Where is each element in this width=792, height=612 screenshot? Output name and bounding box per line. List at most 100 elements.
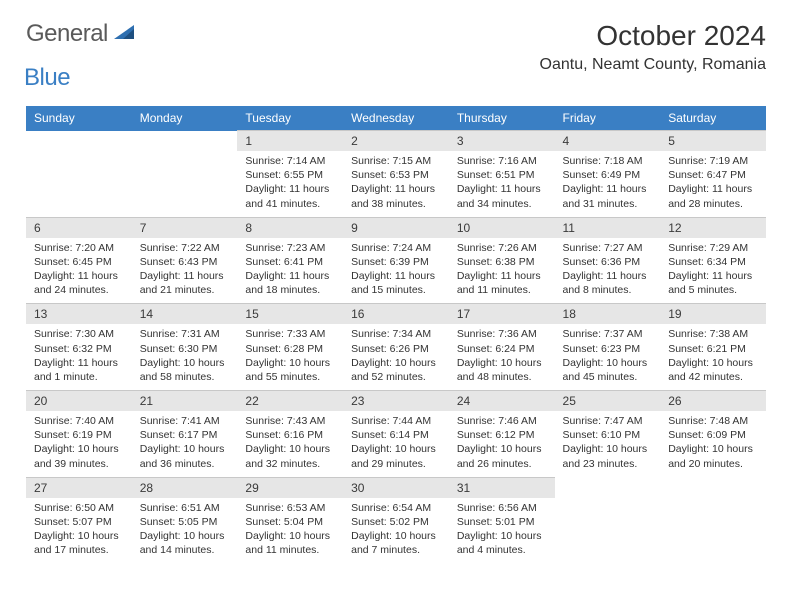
sunrise-text: Sunrise: 7:33 AM — [245, 327, 335, 341]
sunset-text: Sunset: 6:23 PM — [563, 342, 653, 356]
sunrise-text: Sunrise: 6:51 AM — [140, 501, 230, 515]
sunrise-text: Sunrise: 7:46 AM — [457, 414, 547, 428]
sunset-text: Sunset: 6:28 PM — [245, 342, 335, 356]
sunrise-text: Sunrise: 7:18 AM — [563, 154, 653, 168]
daylight-text: Daylight: 10 hours and 55 minutes. — [245, 356, 335, 384]
daylight-text: Daylight: 10 hours and 4 minutes. — [457, 529, 547, 557]
day-detail-cell: Sunrise: 7:33 AMSunset: 6:28 PMDaylight:… — [237, 324, 343, 390]
day-number-cell: 28 — [132, 477, 238, 498]
day-detail-cell: Sunrise: 7:46 AMSunset: 6:12 PMDaylight:… — [449, 411, 555, 477]
sunrise-text: Sunrise: 7:16 AM — [457, 154, 547, 168]
day-number-cell: 25 — [555, 391, 661, 412]
sunrise-text: Sunrise: 7:23 AM — [245, 241, 335, 255]
sunrise-text: Sunrise: 7:19 AM — [668, 154, 758, 168]
day-number-cell: 30 — [343, 477, 449, 498]
daylight-text: Daylight: 11 hours and 31 minutes. — [563, 182, 653, 210]
calendar-page: General Blue October 2024 Oantu, Neamt C… — [0, 0, 792, 583]
sunset-text: Sunset: 5:05 PM — [140, 515, 230, 529]
day-number-cell: 18 — [555, 304, 661, 325]
day-detail-cell: Sunrise: 6:50 AMSunset: 5:07 PMDaylight:… — [26, 498, 132, 564]
sunrise-text: Sunrise: 7:43 AM — [245, 414, 335, 428]
day-number-cell: 20 — [26, 391, 132, 412]
sunrise-text: Sunrise: 7:26 AM — [457, 241, 547, 255]
day-number-cell: 17 — [449, 304, 555, 325]
sunrise-text: Sunrise: 7:31 AM — [140, 327, 230, 341]
day-number-cell: 3 — [449, 131, 555, 152]
title-block: October 2024 Oantu, Neamt County, Romani… — [540, 20, 766, 74]
sunset-text: Sunset: 6:26 PM — [351, 342, 441, 356]
sunrise-text: Sunrise: 7:48 AM — [668, 414, 758, 428]
sunset-text: Sunset: 6:12 PM — [457, 428, 547, 442]
daylight-text: Daylight: 10 hours and 52 minutes. — [351, 356, 441, 384]
day-number-cell: 5 — [660, 131, 766, 152]
logo-text-general: General — [26, 20, 108, 47]
day-number-cell: 29 — [237, 477, 343, 498]
day-detail-cell: Sunrise: 6:54 AMSunset: 5:02 PMDaylight:… — [343, 498, 449, 564]
daylight-text: Daylight: 11 hours and 1 minute. — [34, 356, 124, 384]
daylight-text: Daylight: 11 hours and 24 minutes. — [34, 269, 124, 297]
daylight-text: Daylight: 10 hours and 23 minutes. — [563, 442, 653, 470]
logo-text-blue: Blue — [24, 64, 136, 92]
calendar-table: SundayMondayTuesdayWednesdayThursdayFrid… — [26, 106, 766, 563]
day-detail-cell: Sunrise: 7:29 AMSunset: 6:34 PMDaylight:… — [660, 238, 766, 304]
day-detail-cell: Sunrise: 6:53 AMSunset: 5:04 PMDaylight:… — [237, 498, 343, 564]
sunrise-text: Sunrise: 6:53 AM — [245, 501, 335, 515]
day-number-cell — [555, 477, 661, 498]
day-detail-cell: Sunrise: 7:24 AMSunset: 6:39 PMDaylight:… — [343, 238, 449, 304]
weekday-header-row: SundayMondayTuesdayWednesdayThursdayFrid… — [26, 106, 766, 131]
day-detail-cell: Sunrise: 7:44 AMSunset: 6:14 PMDaylight:… — [343, 411, 449, 477]
sunrise-text: Sunrise: 7:44 AM — [351, 414, 441, 428]
day-number-cell: 21 — [132, 391, 238, 412]
sunrise-text: Sunrise: 7:14 AM — [245, 154, 335, 168]
daylight-text: Daylight: 10 hours and 20 minutes. — [668, 442, 758, 470]
day-number-cell: 10 — [449, 217, 555, 238]
daylight-text: Daylight: 11 hours and 15 minutes. — [351, 269, 441, 297]
day-number-cell: 6 — [26, 217, 132, 238]
daylight-text: Daylight: 10 hours and 58 minutes. — [140, 356, 230, 384]
day-detail-cell: Sunrise: 7:22 AMSunset: 6:43 PMDaylight:… — [132, 238, 238, 304]
day-detail-row: Sunrise: 7:40 AMSunset: 6:19 PMDaylight:… — [26, 411, 766, 477]
sunset-text: Sunset: 6:16 PM — [245, 428, 335, 442]
daylight-text: Daylight: 10 hours and 45 minutes. — [563, 356, 653, 384]
daylight-text: Daylight: 10 hours and 48 minutes. — [457, 356, 547, 384]
logo-triangle-icon — [114, 23, 136, 41]
day-detail-row: Sunrise: 6:50 AMSunset: 5:07 PMDaylight:… — [26, 498, 766, 564]
weekday-header: Monday — [132, 106, 238, 131]
day-detail-cell: Sunrise: 7:36 AMSunset: 6:24 PMDaylight:… — [449, 324, 555, 390]
daylight-text: Daylight: 11 hours and 8 minutes. — [563, 269, 653, 297]
sunset-text: Sunset: 6:43 PM — [140, 255, 230, 269]
daylight-text: Daylight: 10 hours and 42 minutes. — [668, 356, 758, 384]
logo-text-block: General Blue — [26, 20, 136, 92]
sunrise-text: Sunrise: 7:30 AM — [34, 327, 124, 341]
day-number-cell: 22 — [237, 391, 343, 412]
sunset-text: Sunset: 6:38 PM — [457, 255, 547, 269]
sunrise-text: Sunrise: 7:29 AM — [668, 241, 758, 255]
day-detail-cell: Sunrise: 6:56 AMSunset: 5:01 PMDaylight:… — [449, 498, 555, 564]
sunset-text: Sunset: 6:36 PM — [563, 255, 653, 269]
sunrise-text: Sunrise: 6:54 AM — [351, 501, 441, 515]
day-number-cell: 11 — [555, 217, 661, 238]
daylight-text: Daylight: 11 hours and 41 minutes. — [245, 182, 335, 210]
daylight-text: Daylight: 11 hours and 18 minutes. — [245, 269, 335, 297]
calendar-body: 12345Sunrise: 7:14 AMSunset: 6:55 PMDayl… — [26, 131, 766, 564]
sunset-text: Sunset: 6:21 PM — [668, 342, 758, 356]
daylight-text: Daylight: 11 hours and 38 minutes. — [351, 182, 441, 210]
sunrise-text: Sunrise: 7:47 AM — [563, 414, 653, 428]
day-detail-cell: Sunrise: 7:31 AMSunset: 6:30 PMDaylight:… — [132, 324, 238, 390]
day-number-cell: 16 — [343, 304, 449, 325]
day-number-row: 2728293031 — [26, 477, 766, 498]
day-number-cell — [132, 131, 238, 152]
day-number-cell — [660, 477, 766, 498]
daylight-text: Daylight: 10 hours and 17 minutes. — [34, 529, 124, 557]
daylight-text: Daylight: 11 hours and 28 minutes. — [668, 182, 758, 210]
day-number-cell: 23 — [343, 391, 449, 412]
sunset-text: Sunset: 5:04 PM — [245, 515, 335, 529]
sunset-text: Sunset: 6:19 PM — [34, 428, 124, 442]
day-detail-cell: Sunrise: 7:19 AMSunset: 6:47 PMDaylight:… — [660, 151, 766, 217]
sunset-text: Sunset: 6:17 PM — [140, 428, 230, 442]
day-detail-cell: Sunrise: 7:48 AMSunset: 6:09 PMDaylight:… — [660, 411, 766, 477]
day-number-cell: 2 — [343, 131, 449, 152]
day-number-row: 13141516171819 — [26, 304, 766, 325]
sunrise-text: Sunrise: 7:37 AM — [563, 327, 653, 341]
day-number-cell: 15 — [237, 304, 343, 325]
